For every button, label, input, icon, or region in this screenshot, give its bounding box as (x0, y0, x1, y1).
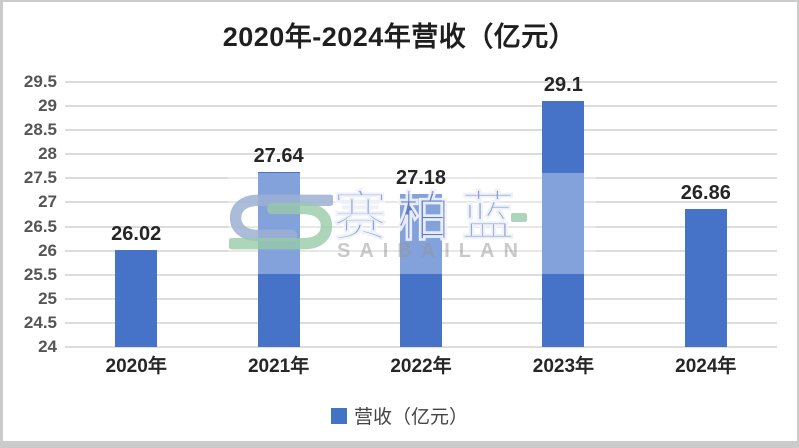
y-axis-tick-label: 25 (38, 288, 57, 308)
chart-bar (684, 209, 727, 347)
y-axis-tick-label: 26 (38, 240, 57, 260)
y-axis-tick-label: 24 (38, 337, 57, 356)
y-axis-tick-label: 27 (38, 192, 57, 212)
chart-title: 2020年-2024年营收（亿元） (222, 22, 577, 52)
x-axis-category-label: 2021年 (247, 356, 310, 377)
bar-value-label: 26.02 (111, 222, 162, 245)
y-axis-tick-label: 28 (38, 144, 57, 164)
bar-value-label: 27.64 (253, 144, 304, 167)
watermark-latin-text: SAIBAILAN (337, 240, 527, 262)
x-axis-category-label: 2020年 (105, 356, 167, 377)
chart-legend: 营收（亿元） (0, 402, 799, 429)
gridline (65, 346, 777, 348)
gridline (65, 177, 777, 180)
chart-bar (542, 101, 585, 347)
y-axis-tick-label: 24.5 (23, 312, 57, 332)
chart-bar (400, 193, 442, 347)
y-axis-tick-label: 29 (38, 96, 57, 116)
gridline (65, 129, 777, 132)
gridline (65, 105, 777, 108)
watermark-chinese-text: 赛柏蓝 (333, 187, 525, 247)
gridline (65, 81, 777, 83)
saibailan-s-loop-logo-icon (229, 194, 333, 250)
x-axis-category-label: 2022年 (390, 356, 452, 377)
x-axis-category-label: 2024年 (675, 356, 737, 377)
bar-value-label: 26.86 (680, 182, 731, 205)
watermark-overlay-band (228, 173, 596, 274)
chart-bar (115, 249, 158, 347)
bar-value-label: 29.1 (543, 74, 583, 97)
legend-swatch (330, 407, 347, 424)
y-axis-tick-label: 27.5 (23, 168, 57, 188)
y-axis-tick-label: 26.5 (23, 216, 57, 236)
y-axis-tick-label: 25.5 (23, 264, 57, 284)
y-axis-tick-label: 29.5 (23, 72, 57, 91)
x-axis-category-label: 2023年 (532, 356, 595, 377)
bar-value-label: 27.18 (395, 166, 447, 189)
gridline (65, 153, 777, 156)
y-axis-tick-label: 28.5 (23, 120, 57, 140)
watermark-green-accent (511, 213, 527, 222)
legend-label: 营收（亿元） (353, 407, 468, 428)
